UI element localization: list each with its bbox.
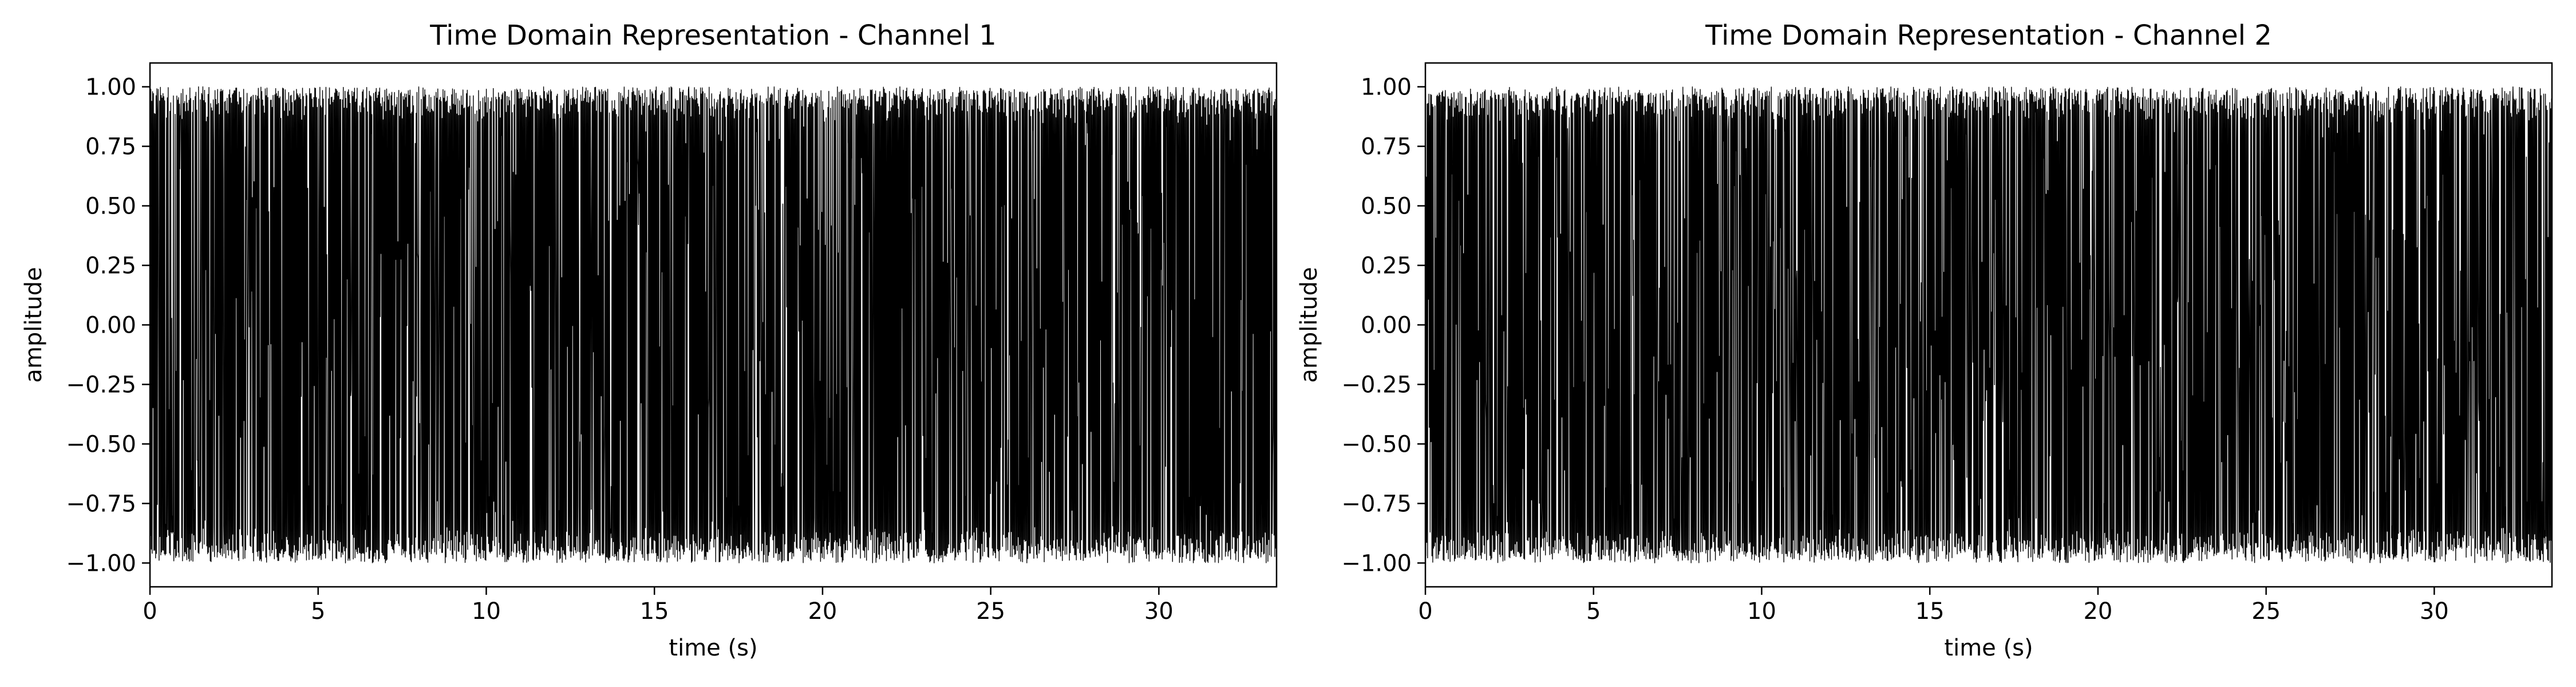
chart-title: Time Domain Representation - Channel 2	[1705, 19, 2271, 52]
y-tick-label: 0.75	[85, 134, 136, 160]
y-tick-label: −0.25	[66, 372, 136, 398]
x-tick-label: 25	[976, 598, 1005, 625]
y-axis-label: amplitude	[1296, 267, 1322, 382]
y-tick-label: 1.00	[1361, 74, 1412, 101]
y-tick-label: 0.00	[85, 313, 136, 339]
channel-2-panel: Time Domain Representation - Channel 2 0 5…	[1296, 19, 2553, 661]
x-tick-label: 10	[1747, 598, 1776, 625]
y-tick-label: −0.50	[66, 431, 136, 457]
y-tick-label: 0.75	[1361, 134, 1412, 160]
x-tick-label: 20	[808, 598, 837, 625]
y-tick-label: −0.75	[66, 491, 136, 517]
y-tick-label: 0.25	[1361, 253, 1412, 279]
x-tick-label: 10	[472, 598, 501, 625]
x-tick-label: 30	[2420, 598, 2449, 625]
y-tick-label: 0.50	[85, 194, 136, 220]
x-tick-label: 5	[1586, 598, 1601, 625]
y-tick-label: 1.00	[85, 74, 136, 101]
channel-1-panel: Time Domain Representation - Channel 1 0 5…	[21, 19, 1278, 661]
x-tick-label: 0	[143, 598, 157, 625]
x-tick-label: 0	[1418, 598, 1432, 625]
x-tick-label: 15	[640, 598, 669, 625]
x-axis-label: time (s)	[1944, 635, 2033, 661]
x-tick-label: 30	[1144, 598, 1174, 625]
waveform-series	[1425, 86, 2553, 563]
y-tick-label: −0.25	[1341, 372, 1412, 398]
y-tick-label: −1.00	[1341, 550, 1412, 577]
x-axis-label: time (s)	[669, 635, 757, 661]
y-axis-label: amplitude	[21, 267, 47, 382]
y-tick-label: −0.75	[1341, 491, 1412, 517]
y-tick-label: −0.50	[1341, 431, 1412, 457]
waveform-series	[149, 86, 1277, 564]
y-tick-label: 0.00	[1361, 313, 1412, 339]
x-tick-label: 25	[2251, 598, 2281, 625]
x-tick-label: 5	[311, 598, 325, 625]
x-tick-label: 15	[1915, 598, 1945, 625]
y-tick-label: 0.25	[85, 253, 136, 279]
chart-title: Time Domain Representation - Channel 1	[429, 19, 996, 52]
x-tick-label: 20	[2083, 598, 2112, 625]
y-tick-label: −1.00	[66, 550, 136, 577]
y-tick-label: 0.50	[1361, 194, 1412, 220]
